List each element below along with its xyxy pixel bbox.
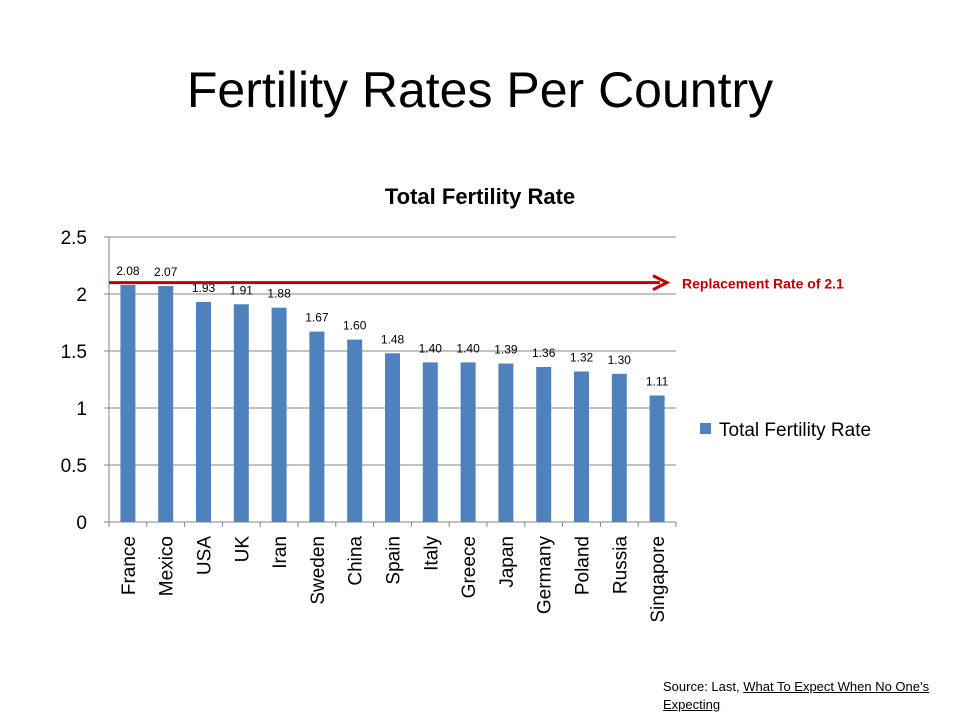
x-tick-label: Germany	[535, 536, 556, 615]
y-tick-label: 0.5	[61, 456, 87, 477]
bar	[158, 286, 174, 522]
y-tick-label: 0	[76, 513, 87, 534]
bar	[649, 395, 665, 522]
data-label: 1.93	[192, 281, 216, 295]
bar	[611, 373, 627, 522]
x-tick-label: UK	[232, 536, 253, 563]
x-tick-labels: France Mexico USA UK Iran Sweden China Spain Ita…	[119, 536, 669, 623]
data-label: 1.40	[419, 341, 443, 355]
data-labels: 2.08 2.07 1.93 1.91 1.88 1.67 1.60 1.48 1.40 1.40…	[116, 264, 668, 389]
bar	[422, 362, 438, 522]
x-tick-label: Mexico	[157, 536, 178, 596]
x-tick-label: Japan	[497, 536, 518, 588]
data-label: 2.07	[154, 265, 178, 279]
source-prefix: Source: Last,	[663, 679, 744, 694]
legend-swatch	[700, 423, 711, 434]
data-label: 1.32	[570, 351, 594, 365]
data-label: 1.88	[267, 287, 291, 301]
bar	[385, 353, 400, 522]
data-label: 1.48	[381, 332, 405, 346]
x-tick-label: Greece	[459, 536, 480, 598]
bar	[574, 371, 589, 522]
y-tick-label: 1.5	[61, 342, 87, 363]
x-tick-label: USA	[195, 536, 216, 575]
x-tick-label: France	[119, 536, 140, 595]
bar	[233, 304, 249, 522]
y-tick-label: 2.5	[61, 228, 87, 249]
data-label: 1.39	[494, 343, 518, 357]
data-label: 1.91	[230, 283, 254, 297]
data-label: 1.67	[305, 311, 329, 325]
x-tick-label: Poland	[573, 536, 594, 595]
bar	[309, 331, 325, 522]
legend-label: Total Fertility Rate	[719, 420, 871, 441]
data-label: 1.40	[456, 341, 480, 355]
y-tick-label: 2	[76, 285, 87, 306]
x-tick-label: Russia	[610, 536, 631, 595]
data-label: 1.36	[532, 346, 556, 360]
replacement-rate-label: Replacement Rate of 2.1	[682, 276, 844, 292]
data-label: 1.60	[343, 319, 367, 333]
chart-title: Total Fertility Rate	[385, 184, 575, 209]
bar	[498, 363, 514, 522]
bar	[271, 307, 287, 522]
bar	[120, 284, 136, 522]
slide-title: Fertility Rates Per Country	[186, 62, 774, 118]
x-tick-label: Sweden	[308, 536, 329, 605]
data-label: 1.11	[646, 374, 669, 388]
x-tick-label: Italy	[421, 536, 442, 571]
data-label: 1.30	[608, 353, 632, 367]
legend: Total Fertility Rate	[700, 420, 871, 441]
bars	[120, 284, 665, 522]
bar	[536, 366, 552, 522]
source-citation: Source: Last, What To Expect When No One…	[663, 678, 933, 714]
replacement-rate-annotation: Replacement Rate of 2.1	[109, 274, 844, 292]
x-tick-label: China	[346, 536, 367, 586]
source-link[interactable]: What To Expect When No One’s Expecting	[663, 679, 930, 712]
bar	[196, 301, 211, 522]
bar	[347, 339, 363, 522]
y-tick-label: 1	[76, 399, 87, 420]
x-tick-label: Singapore	[648, 536, 669, 623]
arrow-head-icon	[652, 274, 671, 291]
x-tick-label: Iran	[270, 536, 291, 569]
x-tick-label: Spain	[384, 536, 405, 585]
data-label: 2.08	[116, 264, 140, 278]
bar	[460, 362, 476, 522]
